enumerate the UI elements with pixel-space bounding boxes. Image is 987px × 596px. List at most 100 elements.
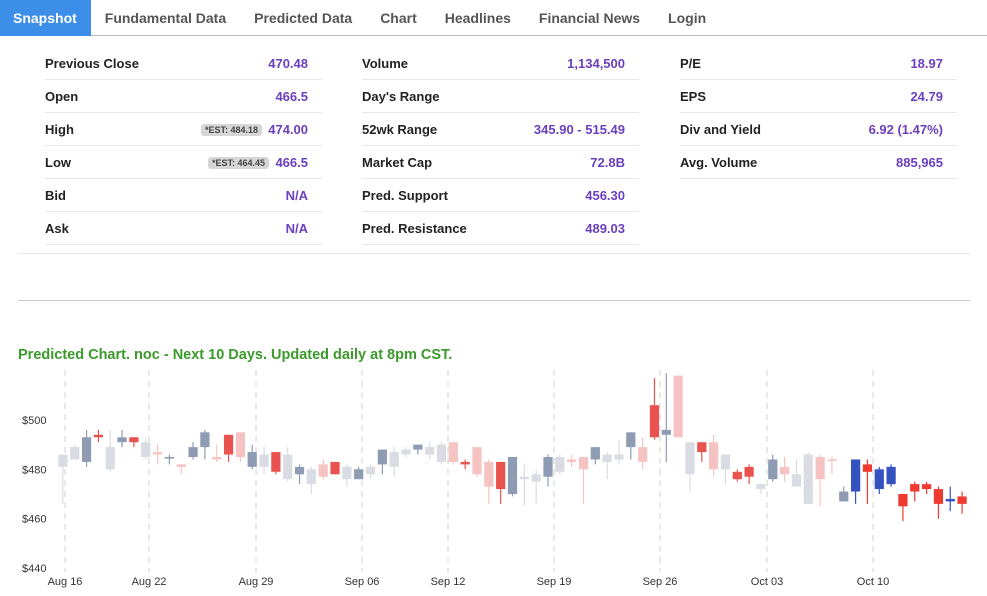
candle-body [614, 454, 624, 460]
candle-body [768, 459, 778, 480]
divider [18, 300, 970, 301]
stat-value: 489.03 [585, 221, 625, 236]
stat-row-market-cap: Market Cap 72.8B [362, 146, 639, 179]
candle-body [176, 464, 186, 467]
x-tick-label: Sep 19 [537, 576, 572, 588]
stat-value: 474.00 [268, 122, 308, 137]
candle-body [294, 466, 305, 475]
stat-row-ask: Ask N/A [45, 212, 322, 245]
candle-body [354, 469, 364, 480]
stat-value: N/A [285, 221, 308, 236]
stat-label: 52wk Range [362, 122, 438, 137]
candle-body [425, 447, 435, 455]
tab-chart[interactable]: Chart [380, 10, 417, 26]
stat-row-open: Open 466.5 [45, 80, 322, 113]
candle-body [638, 447, 648, 462]
stat-label: Ask [45, 221, 69, 236]
candle-body [152, 452, 163, 455]
tab-snapshot[interactable]: Snapshot [0, 0, 91, 36]
divider [18, 253, 970, 254]
candle-body [649, 405, 660, 438]
candle-body [933, 489, 944, 504]
candle-body [164, 457, 175, 459]
stat-label: Pred. Support [362, 188, 448, 203]
stat-row-eps: EPS 24.79 [680, 80, 957, 113]
stat-value: 1,134,500 [567, 56, 625, 71]
tab-fundamental-data[interactable]: Fundamental Data [104, 10, 227, 26]
candle-body [81, 437, 92, 462]
candle-body [70, 447, 80, 460]
candle-body [555, 457, 565, 472]
tab-financial-news[interactable]: Financial News [538, 10, 641, 26]
candle-body [673, 375, 683, 438]
candle-body [306, 469, 316, 485]
stat-label: EPS [680, 89, 707, 104]
candle-body [744, 466, 754, 477]
stats-column-1: Previous Close 470.48 Open 466.5 High *EST:… [45, 47, 322, 245]
stat-value: 470.48 [268, 56, 308, 71]
stat-label: Market Cap [362, 155, 433, 170]
candle-body [330, 461, 340, 475]
candle-body [93, 434, 104, 438]
candlestick-chart: $440 $460 $480 $500 Aug 16 Aug 22 Aug 29 Sep 06… [22, 370, 967, 588]
candle-body [460, 461, 470, 465]
tab-login[interactable]: Login [668, 10, 707, 26]
candle-body [283, 454, 293, 480]
candle-body [436, 444, 447, 462]
stat-label: Pred. Resistance [362, 221, 467, 236]
candle-body [365, 466, 376, 475]
candle-body [389, 452, 399, 467]
candle-body [850, 459, 861, 492]
stat-label: Open [45, 89, 79, 104]
stat-value: 24.79 [910, 89, 943, 104]
candle-body [531, 474, 541, 482]
stat-value: 345.90 - 515.49 [533, 122, 625, 137]
nav-tabs: Snapshot Fundamental Data Predicted Data… [0, 0, 987, 36]
candle-body [815, 457, 825, 480]
candle-body [235, 432, 245, 457]
stat-row-low: Low *EST: 464.45 466.5 [45, 146, 322, 179]
candle-body [709, 442, 719, 470]
y-tick-label: $460 [22, 514, 46, 526]
candle-body [271, 452, 281, 472]
candle-body [519, 476, 529, 480]
x-tick-label: Oct 10 [857, 576, 889, 588]
stat-value: 466.5 [275, 89, 308, 104]
stat-value: 18.97 [910, 56, 943, 71]
y-tick-label: $500 [22, 415, 46, 427]
candle-body [259, 454, 269, 467]
candle-body [874, 469, 884, 490]
stat-label: Div and Yield [680, 122, 761, 137]
stat-value: 456.30 [585, 188, 625, 203]
stat-label: Day's Range [362, 89, 440, 104]
candle-body [626, 432, 636, 448]
candle-body [780, 466, 790, 475]
candle-body [117, 437, 127, 443]
stat-value: 72.8B [590, 155, 625, 170]
candle-body [957, 496, 967, 504]
stats-column-3: P/E 18.97 EPS 24.79 Div and Yield 6.92 (1.4… [680, 47, 957, 179]
stat-row-high: High *EST: 484.18 474.00 [45, 113, 322, 146]
stat-value: 885,965 [896, 155, 943, 170]
stat-row-previous-close: Previous Close 470.48 [45, 47, 322, 80]
candle-body [661, 429, 671, 435]
candle-body [886, 466, 896, 485]
candle-body [910, 484, 920, 492]
x-tick-label: Aug 29 [239, 576, 274, 588]
est-badge: *EST: 464.45 [208, 157, 270, 169]
tab-predicted-data[interactable]: Predicted Data [254, 10, 353, 26]
tab-headlines[interactable]: Headlines [444, 10, 511, 26]
candle-body [212, 457, 222, 460]
stat-row-bid: Bid N/A [45, 179, 322, 212]
candle-body [862, 464, 873, 472]
candle-body [756, 484, 766, 490]
candle-body [602, 454, 612, 462]
candle-body [732, 471, 742, 480]
candle-body [803, 454, 813, 504]
stat-row-pred-resistance: Pred. Resistance 489.03 [362, 212, 639, 245]
candle-body [921, 484, 932, 490]
stat-label: P/E [680, 56, 701, 71]
candle-body [839, 491, 849, 502]
stat-value: 6.92 (1.47%) [868, 122, 943, 137]
candle-body [318, 464, 328, 477]
